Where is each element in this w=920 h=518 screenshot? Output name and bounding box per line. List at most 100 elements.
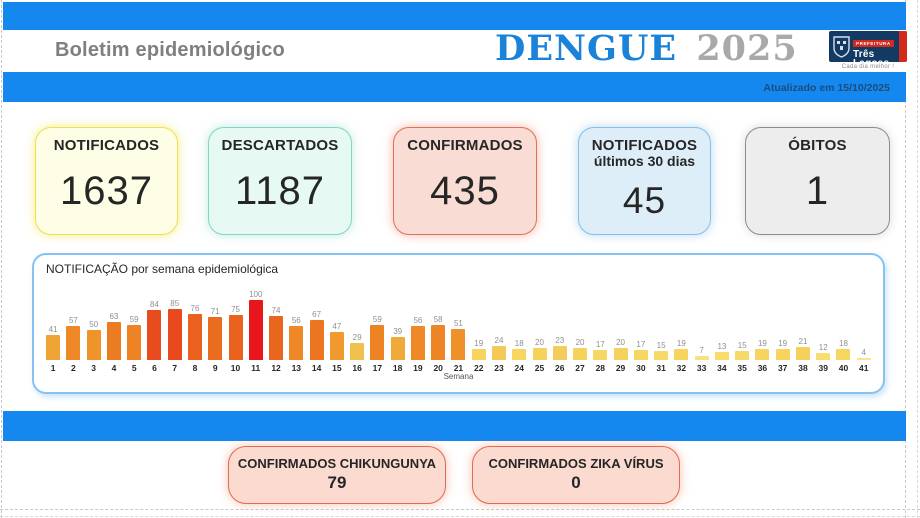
bar-rect — [714, 352, 729, 360]
card-value: 1187 — [234, 168, 325, 213]
x-tick-label: 7 — [172, 363, 178, 373]
bar-week-38: 21 38 — [793, 337, 813, 373]
page-edge-guide — [1, 0, 2, 518]
page-edge-guide — [0, 516, 920, 517]
card-value: 435 — [430, 168, 500, 213]
bar-value-label: 67 — [312, 309, 322, 319]
weekly-notifications-chart: NOTIFICAÇÃO por semana epidemiológica 41… — [32, 253, 885, 394]
bar-rect — [532, 348, 547, 360]
updated-text: Atualizado em 15/10/2025 — [763, 82, 890, 94]
bar-value-label: 75 — [231, 305, 240, 314]
bar-week-4: 63 4 — [104, 312, 124, 373]
bar-value-label: 50 — [89, 320, 99, 329]
bar-value-label: 20 — [616, 338, 626, 347]
bar-rect — [431, 325, 446, 360]
bar-week-5: 59 5 — [124, 315, 144, 373]
bar-value-label: 15 — [737, 341, 747, 350]
bar-week-7: 85 7 — [165, 299, 185, 373]
bottom-blue-bar — [3, 411, 906, 441]
bar-value-label: 29 — [352, 332, 362, 342]
bar-rect — [390, 336, 405, 360]
page-title: Boletim epidemiológico — [55, 39, 285, 61]
bar-value-label: 19 — [474, 338, 484, 348]
bar-value-label: 100 — [249, 290, 263, 299]
bar-rect — [106, 322, 121, 360]
x-tick-label: 17 — [372, 363, 383, 373]
bar-rect — [755, 348, 770, 360]
x-tick-label: 23 — [494, 363, 504, 373]
card-label: CONFIRMADOS ZIKA VÍRUS — [488, 456, 664, 471]
bar-value-label: 23 — [555, 336, 565, 346]
bar-week-26: 23 26 — [550, 336, 570, 373]
x-tick-label: 22 — [473, 363, 484, 373]
x-tick-label: 36 — [757, 363, 768, 373]
card-value: 1 — [805, 168, 830, 213]
bar-rect — [350, 342, 365, 360]
bar-rect — [491, 345, 506, 360]
bar-week-16: 29 16 — [347, 333, 367, 373]
bar-week-8: 76 8 — [185, 304, 205, 373]
bar-week-34: 13 34 — [712, 342, 732, 373]
bar-value-label: 20 — [575, 338, 585, 347]
bar-week-3: 50 3 — [84, 320, 104, 373]
bar-rect — [248, 300, 263, 360]
x-tick-label: 41 — [859, 363, 869, 373]
bar-rect — [836, 349, 851, 360]
bar-week-33: 7 33 — [692, 346, 712, 373]
bar-week-41: 4 41 — [854, 348, 874, 373]
bar-value-label: 20 — [535, 338, 544, 347]
bar-week-21: 51 21 — [448, 319, 468, 373]
card-label: CONFIRMADOS — [407, 137, 523, 154]
bar-week-19: 56 19 — [408, 316, 428, 373]
x-tick-label: 26 — [555, 363, 565, 373]
bar-value-label: 19 — [757, 338, 767, 348]
card-label: NOTIFICADOS — [591, 137, 698, 154]
x-tick-label: 35 — [737, 363, 747, 373]
x-tick-label: 3 — [91, 363, 97, 373]
x-tick-label: 9 — [212, 363, 218, 373]
x-tick-label: 25 — [534, 363, 545, 373]
x-tick-label: 29 — [615, 363, 626, 373]
chart-x-axis-label: Semana — [443, 372, 474, 381]
bar-rect — [775, 348, 790, 360]
bar-rect — [471, 348, 486, 360]
bar-value-label: 18 — [839, 339, 848, 349]
bar-week-39: 12 39 — [813, 343, 833, 373]
bar-rect — [735, 351, 750, 360]
bar-rect — [654, 351, 669, 360]
bar-rect — [66, 325, 81, 360]
bar-week-17: 59 17 — [367, 315, 387, 373]
bar-week-14: 67 14 — [306, 310, 326, 373]
bar-rect — [147, 309, 162, 360]
bar-value-label: 58 — [433, 315, 443, 325]
x-tick-label: 24 — [514, 363, 524, 373]
bar-rect — [694, 355, 709, 360]
city-logo-box: PREFEITURA Três Lagoas — [829, 31, 907, 62]
bar-week-22: 19 22 — [469, 339, 489, 373]
bar-value-label: 13 — [717, 342, 727, 352]
page-edge-guide — [917, 0, 918, 518]
card-chikungunya: CONFIRMADOS CHIKUNGUNYA 79 — [228, 446, 446, 504]
bar-rect — [816, 352, 831, 360]
bar-week-6: 84 6 — [144, 300, 164, 373]
bar-value-label: 19 — [778, 338, 788, 348]
x-tick-label: 13 — [291, 363, 302, 373]
x-tick-label: 2 — [71, 363, 76, 373]
card-sublabel: últimos 30 dias — [593, 153, 696, 169]
main-title-disease: DENGUE — [495, 28, 678, 69]
bar-value-label: 21 — [798, 337, 808, 347]
bar-rect — [289, 326, 304, 360]
bar-value-label: 71 — [210, 307, 220, 317]
bar-rect — [633, 349, 648, 360]
bar-week-36: 19 36 — [752, 339, 772, 373]
logo-prefeitura-label: PREFEITURA — [853, 40, 894, 47]
bar-rect — [795, 347, 810, 360]
bar-rect — [512, 349, 527, 360]
x-tick-label: 14 — [311, 363, 322, 373]
logo-tagline: Cada dia melhor ! — [841, 64, 895, 70]
bar-rect — [187, 314, 202, 360]
card-value: 0 — [571, 473, 581, 492]
page-edge-guide — [0, 509, 920, 510]
x-tick-label: 20 — [433, 363, 443, 373]
bar-value-label: 84 — [150, 299, 159, 309]
